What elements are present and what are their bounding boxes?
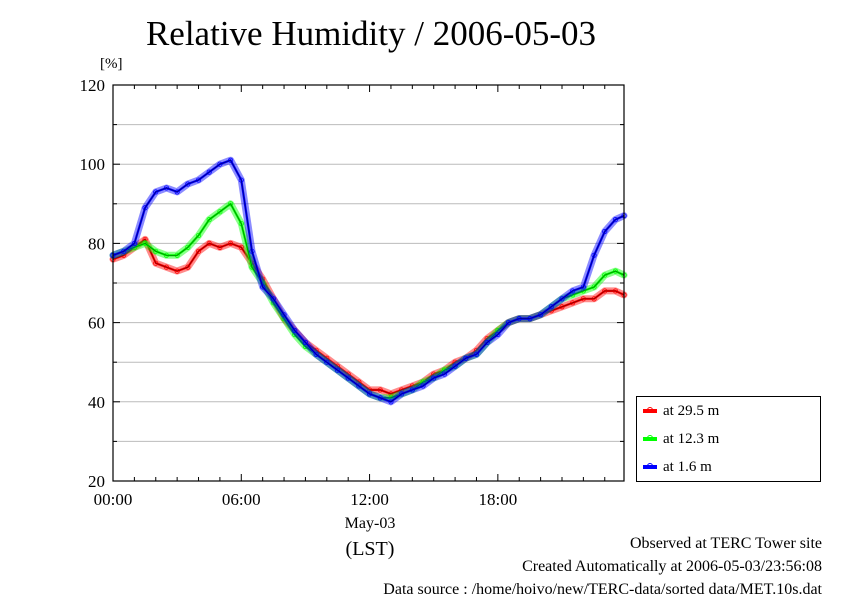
series-line [112,159,625,403]
data-point [185,244,191,250]
data-point [484,339,490,345]
x-tick-label: 18:00 [478,490,517,509]
data-point [356,383,362,389]
grid-lines [113,124,624,442]
series-core [112,159,625,403]
legend-item-1-6m: at 1.6 m [643,459,712,475]
series-core [112,203,625,399]
series-line [112,202,625,399]
data-point [206,217,212,223]
series-1 [109,235,628,398]
legend-label: at 1.6 m [663,458,712,475]
y-tick-label: 120 [80,76,106,95]
data-point [559,296,565,302]
series-line [112,238,625,395]
footer-created: Created Automatically at 2006-05-03/23:5… [522,558,822,575]
y-tick-label: 60 [88,314,105,333]
data-point [345,371,351,377]
series-band [109,200,628,402]
data-point [195,248,202,254]
legend-swatch-blue [643,463,657,469]
data-point [452,363,458,369]
data-point [302,339,309,345]
data-point [195,232,202,239]
data-point [495,331,501,338]
legend-label: at 29.5 m [663,402,720,419]
legend-swatch-green [643,435,657,441]
y-tick-label: 100 [80,155,106,174]
data-point [356,379,362,385]
y-tick-label: 20 [88,472,105,491]
data-point [324,359,330,365]
data-point [334,367,341,373]
data-point [548,304,554,310]
y-tick-label: 80 [88,234,105,253]
legend-label: at 12.3 m [663,430,720,447]
data-point [324,355,330,361]
series-lines [109,156,628,406]
legend: at 29.5 m at 12.3 m at 1.6 m [636,396,821,482]
x-axis-label: (LST) [345,538,395,560]
footer-source: Data source : /home/hoivo/new/TERC-data/… [383,581,822,598]
data-point [270,296,276,302]
x-tick-label: 00:00 [94,490,133,509]
x-tick-label: 06:00 [222,490,261,509]
chart-title: Relative Humidity / 2006-05-03 [145,14,597,53]
x-tick-label: 12:00 [350,490,389,509]
legend-item-29-5m: at 29.5 m [643,403,719,419]
footer-site: Observed at TERC Tower site [629,535,822,552]
data-point [313,351,319,357]
series-band [109,156,628,406]
y-tick-label: 40 [88,393,105,412]
data-point [281,312,287,318]
data-point [217,209,223,215]
data-point [292,327,298,334]
data-point [206,169,212,175]
legend-item-12-3m: at 12.3 m [643,431,719,447]
data-point [345,375,351,381]
x-axis-date-label: May-03 [344,515,396,532]
y-axis-unit: [%] [100,56,123,72]
x-axis: 00:00 06:00 12:00 18:00 [94,85,606,509]
series-3 [109,156,628,406]
series-2 [109,200,628,402]
data-point [334,363,341,369]
y-axis: 20 40 60 80 100 120 [80,76,624,491]
legend-swatch-red [643,407,657,413]
